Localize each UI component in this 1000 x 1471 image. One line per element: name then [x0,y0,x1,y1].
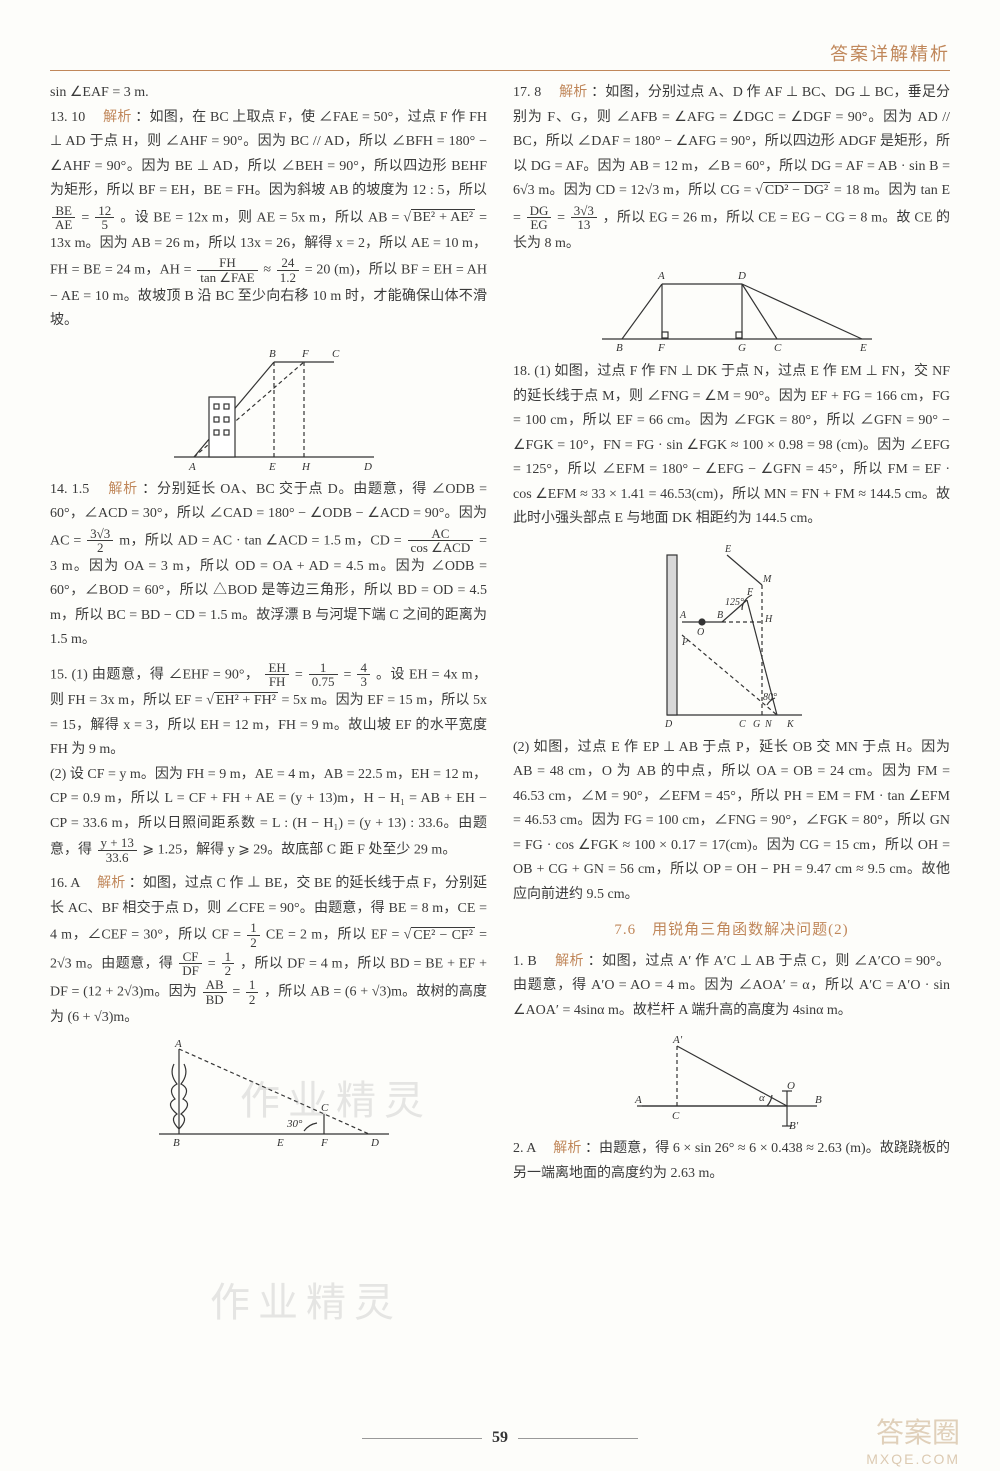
page: 答案详解精析 sin ∠EAF = 3 m. 13. 10 解析 ：如图，在 B… [0,0,1000,1471]
figure-s1: A′ A C O B B′ α [513,1031,950,1131]
svg-text:30°: 30° [286,1118,303,1130]
svg-text:E: E [276,1137,284,1149]
svg-text:O: O [787,1080,795,1092]
page-header: 答案详解精析 [50,40,950,71]
pre-text: sin ∠EAF = 3 m. [50,81,487,106]
item-14: 14. 1.5 解析 ：分别延长 OA、BC 交于点 D。由题意，得 ∠ODB … [50,478,487,653]
svg-text:A: A [188,461,196,472]
svg-text:H: H [764,614,773,625]
svg-text:125°: 125° [725,597,744,608]
figure-18: E M F A O B P H D C G N K 125° 8 [513,540,950,730]
svg-text:D: D [363,461,372,472]
svg-text:C: C [332,348,340,360]
svg-text:B: B [269,348,276,360]
item-13: 13. 10 解析 ：如图，在 BC 上取点 F，使 ∠FAE = 50°，过点… [50,106,487,334]
columns: sin ∠EAF = 3 m. 13. 10 解析 ：如图，在 BC 上取点 F… [50,81,950,1194]
svg-text:B: B [173,1137,180,1149]
svg-text:E: E [268,461,276,472]
svg-text:D: D [664,719,673,730]
fig13-svg: A B F C E H D [154,342,384,472]
svg-text:α: α [759,1092,765,1104]
svg-text:A: A [634,1094,642,1106]
num: 13. [50,110,68,125]
svg-text:C: C [321,1102,329,1114]
figure-16: A B C D E F 30° [50,1039,487,1149]
svg-text:E: E [859,342,867,354]
svg-text:O: O [697,627,704,638]
svg-text:A′: A′ [672,1034,683,1046]
svg-text:G: G [738,342,746,354]
svg-text:F: F [746,587,754,598]
svg-text:H: H [301,461,311,472]
svg-text:F: F [301,348,309,360]
svg-text:A: A [679,610,687,621]
svg-text:G: G [753,719,760,730]
svg-text:P: P [681,637,688,648]
figure-17: A D B F G C E [513,264,950,354]
item-15: 15. (1) 由题意，得 ∠EHF = 90°， EHFH = 10.75 =… [50,661,487,865]
figure-13: A B F C E H D [50,342,487,472]
svg-text:D: D [370,1137,379,1149]
svg-text:C: C [672,1110,680,1122]
svg-text:A: A [174,1039,182,1050]
svg-text:F: F [320,1137,328,1149]
svg-text:A: A [657,270,665,282]
svg-text:B: B [815,1094,822,1106]
page-number: 59 [0,1429,1000,1447]
sec-item-2: 2. A 解析 ：由题意，得 6 × sin 26° ≈ 6 × 0.438 ≈… [513,1137,950,1186]
item-18: 18. (1) 如图，过点 F 作 FN ⊥ DK 于点 N，过点 E 作 EM… [513,360,950,532]
item-17: 17. 8 解析 ：如图，分别过点 A、D 作 AF ⊥ BC、DG ⊥ BC，… [513,81,950,256]
answer: 10 [71,110,85,125]
svg-text:B′: B′ [789,1120,799,1131]
left-column: sin ∠EAF = 3 m. 13. 10 解析 ：如图，在 BC 上取点 F… [50,81,487,1194]
section-title: 7.6 用锐角三角函数解决问题(2) [513,917,950,943]
right-column: 17. 8 解析 ：如图，分别过点 A、D 作 AF ⊥ BC、DG ⊥ BC，… [513,81,950,1194]
analysis-label: 解析 [103,110,131,125]
svg-text:F: F [657,342,665,354]
svg-text:C: C [774,342,782,354]
svg-text:80°: 80° [763,692,777,703]
svg-text:C: C [739,719,746,730]
watermark-2: 作业精灵 [210,1270,402,1328]
frac: BEAE [52,204,75,232]
item-18-2: (2) 如图，过点 E 作 EP ⊥ AB 于点 P，延长 OB 交 MN 于点… [513,736,950,908]
svg-text:E: E [724,544,731,555]
svg-text:D: D [737,270,746,282]
watermark-4: MXQE.COM [866,1451,960,1467]
svg-text:M: M [762,574,772,585]
svg-text:K: K [786,719,795,730]
svg-text:N: N [764,719,773,730]
sec-item-1: 1. B 解析 ：如图，过点 A′ 作 A′C ⊥ AB 于点 C，则 ∠A′C… [513,950,950,1024]
svg-text:B: B [717,610,723,621]
item-16: 16. A 解析 ：如图，过点 C 作 ⊥ BE，交 BE 的延长线于点 F，分… [50,872,487,1030]
svg-text:B: B [616,342,623,354]
